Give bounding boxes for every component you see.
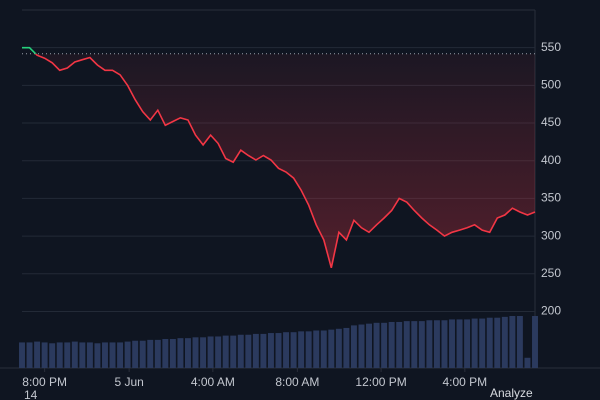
volume-bar [34, 341, 41, 368]
volume-bar [109, 342, 116, 368]
volume-bar [320, 330, 327, 368]
y-tick-label: 300 [541, 228, 561, 242]
volume-bar [64, 342, 71, 368]
volume-bar [139, 340, 146, 368]
volume-bar [207, 336, 214, 368]
volume-bar [147, 339, 154, 368]
volume-bar [230, 335, 237, 368]
y-tick-label: 250 [541, 266, 561, 280]
volume-bar [441, 320, 448, 368]
volume-bar [117, 342, 124, 368]
volume-bar [102, 342, 108, 368]
volume-bar [275, 333, 282, 368]
cut-label: Analyze [490, 386, 533, 400]
volume-bar [403, 321, 410, 368]
y-tick-label: 350 [541, 191, 561, 205]
volume-bar [19, 342, 25, 368]
x-tick-label: 5 Jun [114, 375, 143, 389]
volume-bar [366, 323, 373, 368]
volume-bar [215, 336, 222, 368]
volume-bar [388, 321, 395, 368]
volume-bar [49, 343, 56, 368]
volume-bar [358, 324, 365, 368]
volume-bar [524, 357, 531, 368]
y-tick-label: 200 [541, 304, 561, 318]
volume-bar [177, 338, 184, 368]
x-tick-label: 8:00 AM [275, 375, 319, 389]
y-tick-label: 550 [541, 40, 561, 54]
volume-bar [494, 317, 501, 368]
volume-bar [411, 321, 418, 368]
volume-bar [162, 339, 169, 368]
volume-bar [124, 341, 131, 368]
volume-bar [343, 327, 350, 368]
price-line [34, 53, 536, 269]
volume-bar [267, 333, 274, 368]
volume-bar [373, 322, 380, 368]
volume-bar [456, 319, 463, 368]
volume-bar [184, 338, 191, 368]
volume-bar [26, 342, 33, 368]
volume-bar [260, 333, 267, 368]
volume-bar [252, 333, 259, 368]
volume-bar [350, 325, 357, 368]
cut-label: 14 [24, 388, 38, 400]
volume-bar [335, 328, 342, 368]
volume-bar [298, 331, 305, 368]
volume-bar [56, 342, 63, 368]
volume-bar [381, 322, 388, 368]
volume-bar [433, 320, 440, 368]
volume-bar [169, 339, 176, 368]
y-tick-label: 450 [541, 115, 561, 129]
x-tick-label: 4:00 AM [191, 375, 235, 389]
volume-bar [222, 335, 229, 368]
volume-bar [396, 321, 403, 368]
volume-bar [486, 317, 493, 368]
volume-bar [245, 334, 252, 368]
volume-bar [79, 342, 86, 368]
y-tick-label: 500 [541, 78, 561, 92]
volume-bar [290, 332, 297, 368]
volume-bar [479, 318, 486, 368]
volume-bar [313, 330, 320, 368]
x-tick-label: 4:00 PM [442, 375, 487, 389]
volume-bar [509, 316, 516, 368]
volume-bar [426, 320, 433, 368]
volume-bar [501, 316, 508, 368]
volume-bar [192, 337, 199, 368]
volume-bar [41, 342, 48, 368]
volume-bar [464, 319, 471, 368]
volume-bar [418, 321, 425, 368]
x-tick-label: 12:00 PM [355, 375, 406, 389]
volume-bar [71, 341, 78, 368]
volume-bar [449, 319, 455, 368]
volume-bar [305, 331, 312, 368]
volume-bar [283, 332, 290, 368]
volume-bar [471, 318, 478, 368]
volume-bar [200, 337, 207, 368]
volume-bar [532, 316, 538, 368]
volume-bar [94, 343, 101, 368]
y-tick-label: 400 [541, 153, 561, 167]
area [22, 53, 535, 268]
volume-bar [328, 329, 335, 368]
volume-bar [86, 342, 93, 368]
volume-bar [132, 340, 139, 368]
volume-bar [154, 339, 161, 368]
volume-bar [516, 316, 523, 368]
volume-bar [237, 334, 244, 368]
x-tick-label: 8:00 PM [22, 375, 67, 389]
